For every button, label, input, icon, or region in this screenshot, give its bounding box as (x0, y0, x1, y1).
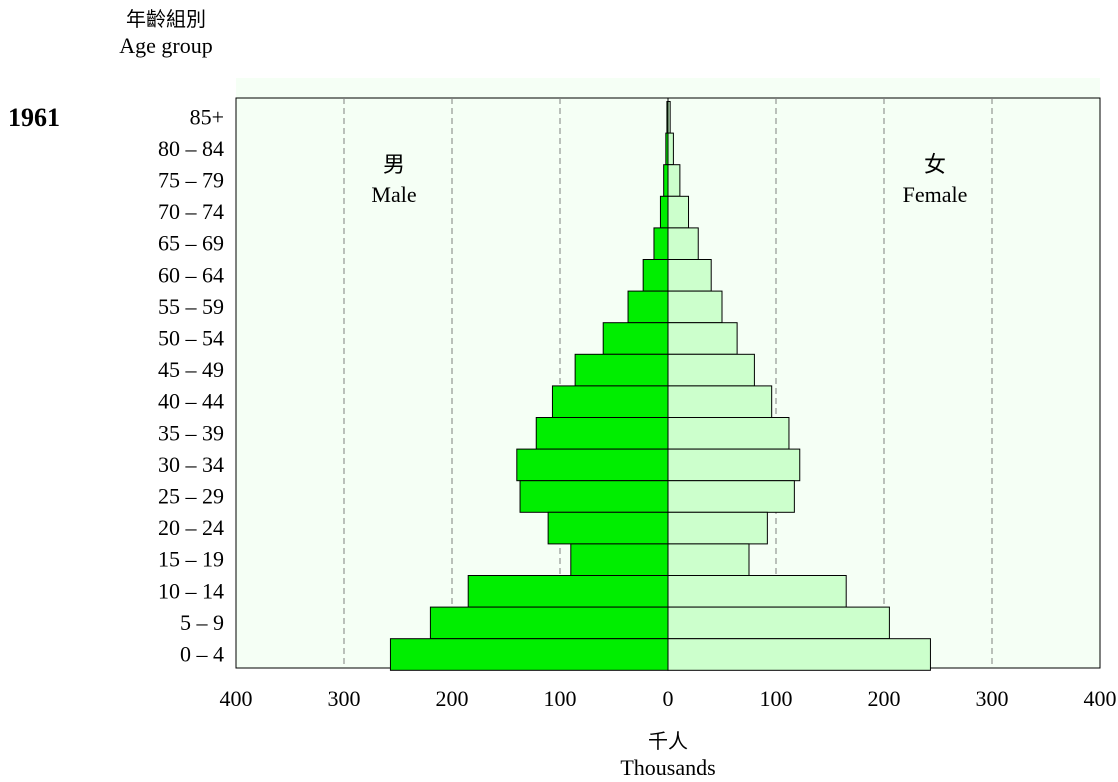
female-bar (667, 638, 931, 671)
female-bar (667, 385, 773, 418)
male-bar (570, 543, 669, 577)
x-tick-label: 200 (868, 686, 901, 711)
x-tick-label: 400 (220, 686, 253, 711)
x-tick-label: 300 (328, 686, 361, 711)
age-group-label: 20 – 24 (158, 515, 224, 540)
y-axis-title-en: Age group (119, 33, 212, 58)
female-bar (667, 290, 723, 324)
age-group-label: 60 – 64 (158, 262, 224, 287)
age-group-label: 70 – 74 (158, 199, 224, 224)
plot-background (236, 78, 1100, 98)
x-tick-label: 100 (544, 686, 577, 711)
male-bar (602, 322, 669, 355)
legend-male-en: Male (371, 182, 416, 207)
female-bar (667, 575, 847, 608)
male-bar (663, 164, 669, 197)
legend-female-zh: 女 (924, 152, 946, 177)
male-bar (467, 575, 669, 608)
female-bar (667, 322, 738, 355)
female-bar (667, 353, 755, 387)
female-bar (667, 480, 795, 513)
age-group-label: 30 – 34 (158, 452, 224, 477)
year-label: 1961 (8, 103, 60, 132)
age-group-label: 40 – 44 (158, 389, 224, 414)
age-group-label: 35 – 39 (158, 420, 224, 445)
female-bar (667, 511, 768, 545)
grid-lines (343, 98, 993, 668)
age-group-label: 85+ (190, 104, 224, 129)
male-bar (389, 638, 669, 671)
y-axis-title-zh: 年齡組別 (126, 8, 206, 31)
x-tick-label: 200 (436, 686, 469, 711)
x-tick-label: 400 (1084, 686, 1117, 711)
legend-female-en: Female (903, 182, 968, 207)
x-tick-labels: 400 300 200 100 0 100 200 300 400 (220, 686, 1117, 711)
male-bar (659, 195, 669, 229)
age-group-label: 50 – 54 (158, 326, 224, 351)
y-tick-labels: 85+ 80 – 84 75 – 79 70 – 74 65 – 69 60 – 64 55… (158, 104, 224, 666)
male-bar (551, 385, 669, 418)
age-group-label: 75 – 79 (158, 168, 224, 193)
male-bar (535, 417, 669, 450)
age-group-label: 45 – 49 (158, 357, 224, 382)
female-bar (667, 417, 790, 450)
male-bar (653, 227, 669, 260)
female-bar (667, 227, 699, 260)
age-group-label: 0 – 4 (180, 642, 224, 667)
age-group-label: 65 – 69 (158, 231, 224, 256)
male-bar (429, 606, 669, 640)
female-bar (667, 543, 750, 577)
age-group-label: 25 – 29 (158, 484, 224, 509)
female-bar (667, 448, 801, 482)
female-bar (667, 259, 712, 292)
age-group-label: 10 – 14 (158, 578, 224, 603)
bars (389, 98, 931, 671)
female-bar (667, 195, 690, 229)
x-axis-title-en: Thousands (620, 755, 715, 780)
male-bar (574, 353, 669, 387)
male-bar (642, 259, 669, 292)
female-bar (667, 132, 674, 166)
male-bar (547, 511, 669, 545)
age-group-label: 5 – 9 (180, 610, 224, 635)
female-bar (667, 164, 681, 197)
age-group-label: 55 – 59 (158, 294, 224, 319)
legend-male-zh: 男 (383, 152, 405, 177)
x-tick-label: 300 (976, 686, 1009, 711)
male-bar (519, 480, 669, 513)
female-bar (667, 606, 890, 640)
male-bar (627, 290, 669, 324)
age-group-label: 80 – 84 (158, 136, 224, 161)
male-bar (516, 448, 669, 482)
x-tick-label: 0 (663, 686, 674, 711)
x-tick-label: 100 (760, 686, 793, 711)
x-axis-title-zh: 千人 (648, 730, 688, 753)
age-group-label: 15 – 19 (158, 547, 224, 572)
